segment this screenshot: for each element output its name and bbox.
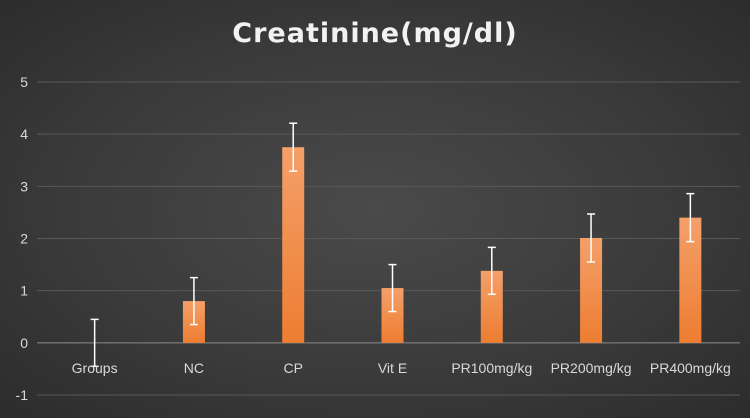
bar — [679, 217, 702, 343]
x-tick-label: NC — [184, 360, 204, 376]
y-tick-label: 5 — [20, 74, 28, 90]
bar — [480, 270, 503, 343]
y-tick-label: 2 — [20, 231, 28, 247]
y-tick-label: 1 — [20, 283, 28, 299]
chart-title: Creatinine(mg/dl) — [232, 18, 518, 49]
y-tick-label: -1 — [16, 387, 29, 403]
x-tick-label: Groups — [72, 360, 118, 376]
x-tick-label: CP — [283, 360, 302, 376]
x-tick-label: PR100mg/kg — [451, 360, 532, 376]
y-tick-label: 4 — [20, 126, 28, 142]
y-tick-label: 0 — [20, 335, 28, 351]
x-tick-label: Vit E — [378, 360, 407, 376]
y-tick-label: 3 — [20, 178, 28, 194]
bar — [381, 288, 404, 343]
bar — [580, 237, 603, 343]
x-tick-label: PR200mg/kg — [551, 360, 632, 376]
bar — [282, 147, 305, 343]
x-tick-label: PR400mg/kg — [650, 360, 731, 376]
